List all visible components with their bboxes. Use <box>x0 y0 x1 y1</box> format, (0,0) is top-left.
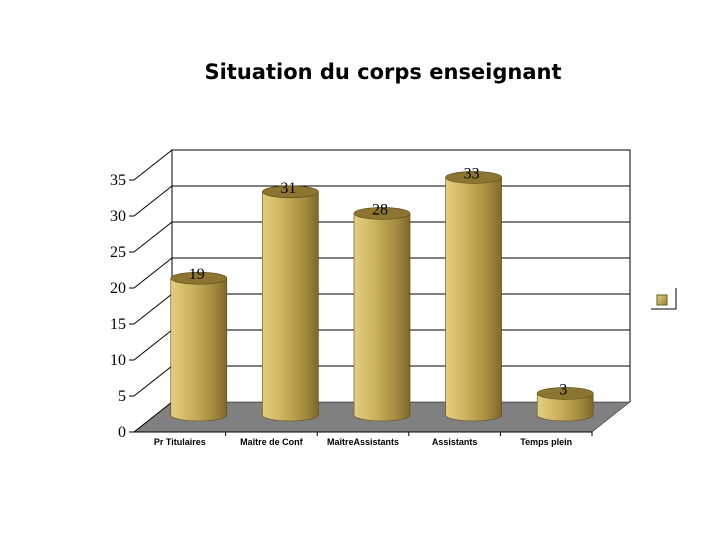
bar-top <box>262 185 319 199</box>
y-tick-label: 35 <box>110 172 126 189</box>
gridline-side <box>133 257 173 289</box>
bar-0: 19 <box>170 266 228 422</box>
x-axis: Pr Titulaires Maître de Conf MaîtreAssista… <box>134 431 593 447</box>
bar-body <box>536 393 594 422</box>
gridline-side <box>133 329 173 361</box>
chart-title: Situation du corps enseignant <box>204 60 562 84</box>
data-label: 28 <box>372 201 388 218</box>
bar-top <box>353 207 411 220</box>
y-axis: 0 5 10 15 20 25 30 35 <box>110 172 173 441</box>
y-tick-label: 15 <box>110 316 126 333</box>
legend <box>651 288 677 310</box>
y-tick-label: 20 <box>110 280 126 297</box>
x-category-label: Temps plein <box>520 437 572 447</box>
data-label: 19 <box>189 266 205 283</box>
legend-swatch <box>656 294 668 306</box>
gridline-side <box>133 293 173 325</box>
x-category-label: Maître de Conf <box>240 437 304 447</box>
gridline-side <box>133 185 173 217</box>
bar-top <box>536 387 594 400</box>
bar-body <box>353 213 411 422</box>
data-label: 3 <box>559 381 567 398</box>
y-axis-line <box>133 401 173 433</box>
x-category-label: Pr Titulaires <box>154 437 206 447</box>
y-tick-label: 0 <box>118 424 126 441</box>
gridline-side <box>133 221 173 253</box>
bar-top <box>445 171 502 184</box>
x-category-label: Assistants <box>432 437 478 447</box>
x-category-label: MaîtreAssistants <box>327 437 399 447</box>
bar-top <box>170 271 228 285</box>
bar-body <box>170 277 228 422</box>
bar-3: 33 <box>445 165 502 422</box>
bar-2: 28 <box>353 201 411 422</box>
data-label: 33 <box>464 165 480 182</box>
y-tick-label: 30 <box>110 208 126 225</box>
data-label: 31 <box>280 180 296 197</box>
y-tick-label: 5 <box>118 388 126 405</box>
gridline-side <box>133 149 173 181</box>
gridline-side <box>133 365 173 397</box>
y-tick-label: 25 <box>110 244 126 261</box>
bar-body <box>445 177 502 422</box>
bar-4: 3 <box>536 381 594 422</box>
bar-1: 31 <box>262 180 319 422</box>
bar-body <box>262 191 319 422</box>
y-tick-label: 10 <box>110 352 126 369</box>
